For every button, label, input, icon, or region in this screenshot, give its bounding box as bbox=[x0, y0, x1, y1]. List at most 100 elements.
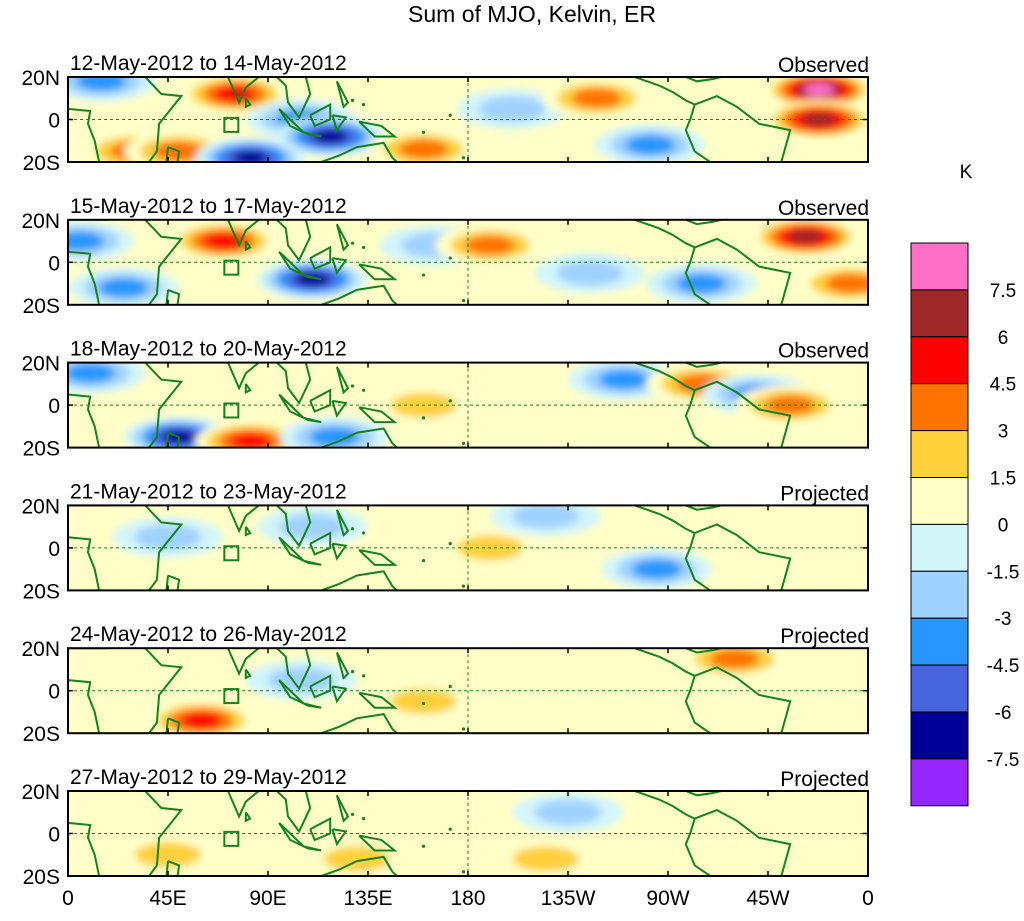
coastline bbox=[685, 77, 722, 83]
coastline bbox=[331, 257, 348, 276]
panel: 20N 0 20S 24-May-2012 to 26-May-2012 Project… bbox=[21, 623, 869, 746]
coastline bbox=[194, 219, 312, 263]
island-dot bbox=[448, 399, 452, 403]
island-dot bbox=[461, 870, 466, 874]
y-tick-label: 0 bbox=[48, 110, 60, 133]
coastline bbox=[244, 526, 252, 537]
island-dot bbox=[350, 98, 355, 102]
island-dot bbox=[448, 256, 452, 260]
chart-title: Sum of MJO, Kelvin, ER bbox=[408, 1, 656, 27]
panel-kind-label: Projected bbox=[780, 482, 869, 505]
coastline bbox=[194, 362, 312, 405]
coastline bbox=[278, 679, 305, 705]
coastline bbox=[309, 102, 332, 128]
island-dot bbox=[421, 701, 426, 706]
anomaly-blob bbox=[268, 667, 335, 693]
anomaly-field bbox=[68, 219, 868, 305]
coastline bbox=[331, 685, 348, 704]
anomaly-blob bbox=[625, 135, 675, 155]
anomaly-blob bbox=[68, 231, 104, 251]
coastlines bbox=[68, 77, 792, 162]
coastline bbox=[309, 531, 332, 556]
panel-period-label: 27-May-2012 to 29-May-2012 bbox=[70, 766, 347, 789]
panel-period-label: 12-May-2012 to 14-May-2012 bbox=[70, 52, 347, 75]
coastline bbox=[68, 362, 184, 448]
coastline bbox=[309, 245, 332, 271]
y-tick-label: 0 bbox=[48, 252, 60, 275]
colorbar-label: 0 bbox=[998, 515, 1009, 536]
coastline bbox=[331, 828, 348, 847]
coastline bbox=[303, 131, 322, 138]
coastline bbox=[320, 284, 398, 305]
anomaly-blob bbox=[134, 524, 202, 550]
coastline bbox=[244, 668, 252, 680]
coastline bbox=[358, 406, 398, 424]
region-box-marker bbox=[223, 545, 240, 562]
y-tick-label: 20N bbox=[21, 353, 60, 376]
x-tick-label: 45E bbox=[149, 887, 186, 910]
colorbar-label: -3 bbox=[995, 609, 1012, 630]
coastline bbox=[68, 536, 101, 591]
anomaly-blob bbox=[534, 799, 602, 825]
island-dot bbox=[448, 113, 452, 117]
coastline bbox=[358, 549, 398, 566]
island-dot bbox=[421, 559, 426, 563]
colorbar-bin bbox=[910, 289, 969, 338]
colorbar-units: K bbox=[960, 162, 973, 183]
coastline bbox=[320, 141, 398, 162]
panel-kind-label: Observed bbox=[778, 340, 869, 363]
colorbar-label: -4.5 bbox=[987, 656, 1020, 677]
anomaly-blob bbox=[465, 235, 515, 255]
coastline bbox=[194, 77, 312, 120]
anomaly-blob bbox=[232, 150, 268, 162]
coastline bbox=[694, 95, 792, 162]
colorbar-bin bbox=[910, 758, 969, 807]
anomaly-blob bbox=[230, 433, 271, 448]
colorbar-bin bbox=[910, 242, 969, 291]
coastline bbox=[278, 250, 305, 277]
coastline bbox=[320, 427, 398, 448]
coastline bbox=[68, 77, 184, 162]
x-tick-label: 135E bbox=[343, 887, 392, 910]
colorbar-bin bbox=[910, 617, 969, 666]
region-box-marker bbox=[223, 259, 240, 276]
coastline bbox=[309, 388, 332, 413]
coastlines bbox=[68, 791, 792, 876]
anomaly-blob bbox=[309, 427, 360, 447]
panel: 20N 0 20S 15-May-2012 to 17-May-2012 Observe… bbox=[21, 195, 869, 318]
region-box-marker bbox=[223, 402, 240, 419]
anomaly-blob bbox=[825, 273, 868, 294]
x-axis: 0 45E 90E 135E 180 135W 90W 45W 0 bbox=[62, 887, 874, 910]
island-dot bbox=[421, 130, 426, 134]
panel: 20N 0 20S 27-May-2012 to 29-May-2012 Project… bbox=[21, 766, 869, 889]
coastline bbox=[335, 652, 350, 680]
panel-period-label: 18-May-2012 to 20-May-2012 bbox=[70, 338, 347, 361]
colorbar-label: 1.5 bbox=[990, 469, 1016, 490]
coastline bbox=[68, 648, 184, 734]
region-box-marker bbox=[223, 688, 240, 705]
coastline bbox=[303, 559, 322, 566]
y-tick-label: 20N bbox=[21, 638, 60, 661]
island-dot bbox=[461, 156, 466, 160]
coastline bbox=[331, 542, 348, 561]
y-tick-label: 0 bbox=[48, 681, 60, 704]
coastline bbox=[68, 505, 184, 591]
colorbar-label: 6 bbox=[998, 328, 1009, 349]
anomaly-field bbox=[68, 648, 792, 734]
region-box-marker bbox=[223, 830, 240, 847]
panel-period-label: 15-May-2012 to 17-May-2012 bbox=[70, 195, 347, 218]
island-dot bbox=[350, 669, 355, 674]
y-tick-label: 20S bbox=[23, 152, 60, 175]
x-tick-label: 0 bbox=[862, 887, 874, 910]
anomaly-field bbox=[68, 791, 792, 876]
y-tick-label: 20S bbox=[23, 723, 60, 746]
island-dot bbox=[361, 388, 366, 392]
x-tick-label: 180 bbox=[450, 887, 485, 910]
coastline bbox=[358, 691, 398, 709]
anomaly-blob bbox=[390, 688, 457, 714]
island-dot bbox=[361, 103, 366, 107]
anomaly-blob bbox=[68, 363, 115, 383]
island-dot bbox=[448, 827, 452, 831]
x-tick-label: 0 bbox=[62, 887, 74, 910]
